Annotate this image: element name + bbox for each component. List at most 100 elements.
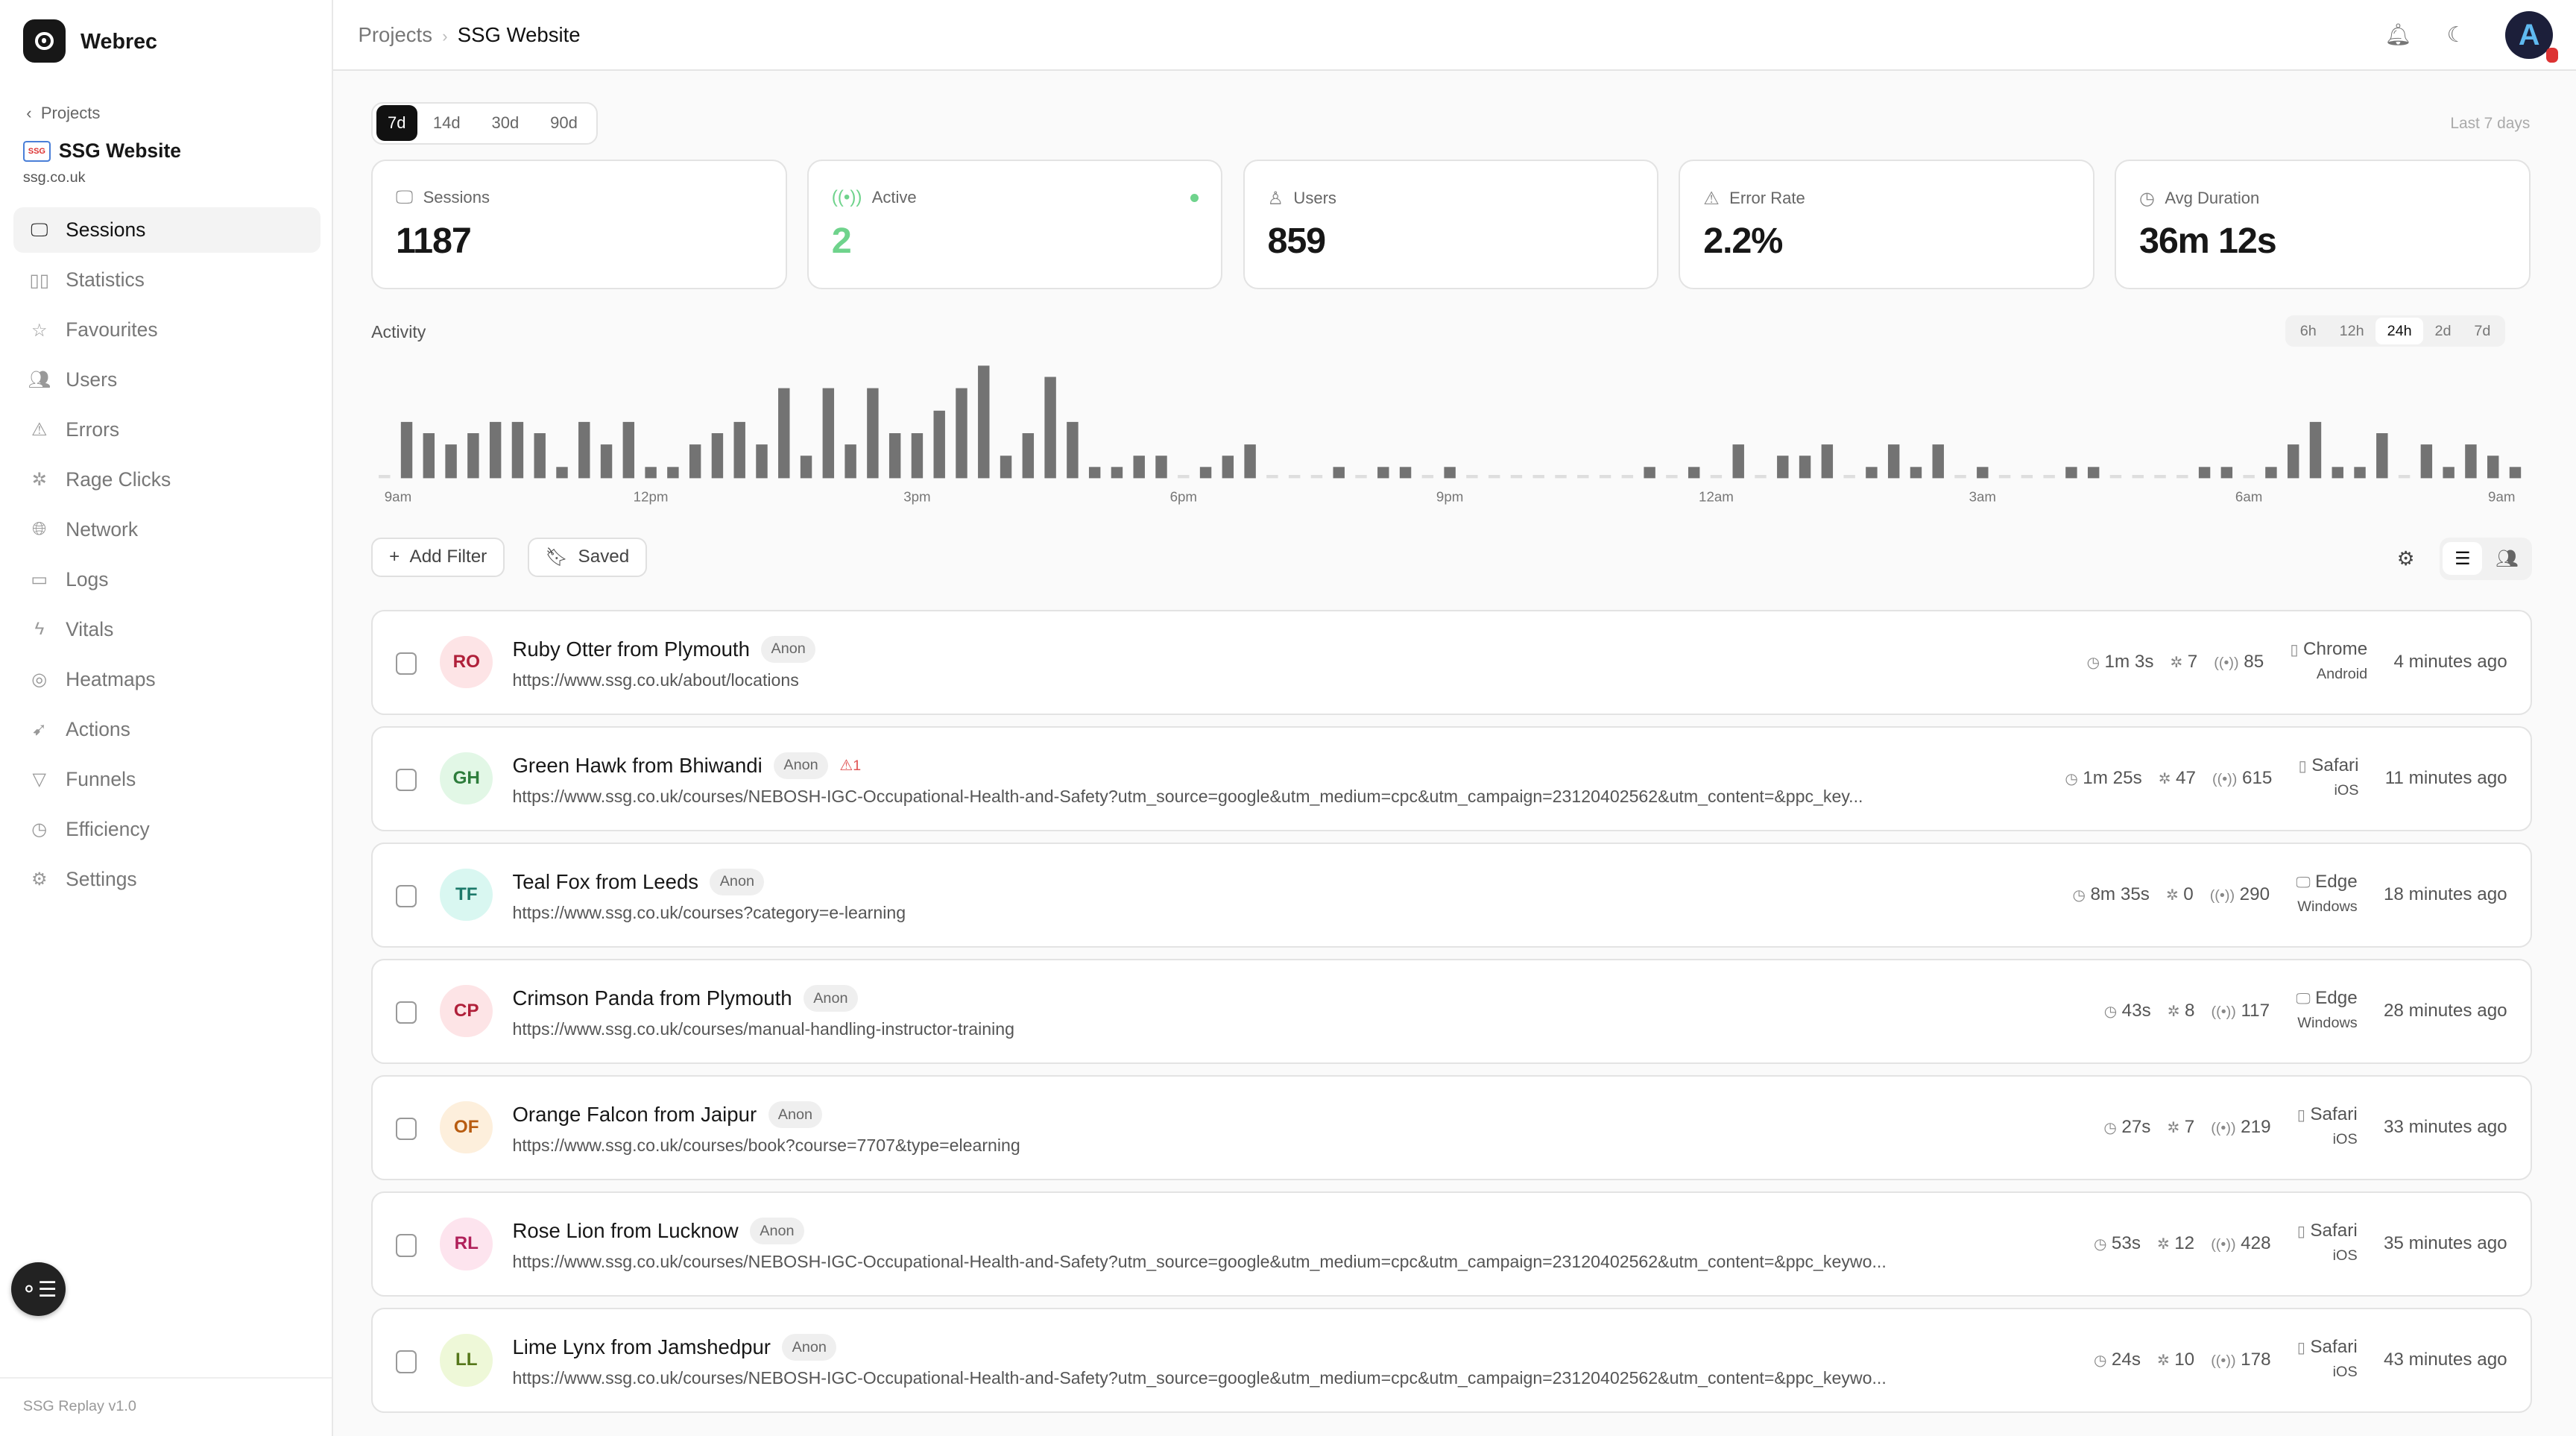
activity-bar[interactable] <box>1088 467 1101 479</box>
activity-bar[interactable] <box>1199 467 1212 479</box>
activity-bar[interactable] <box>2021 474 2033 479</box>
activity-bar[interactable] <box>1488 474 1500 479</box>
add-filter-button[interactable]: + Add Filter <box>371 537 505 577</box>
activity-bar[interactable] <box>1555 474 1567 479</box>
activity-bar[interactable] <box>2220 467 2233 479</box>
activity-bar[interactable] <box>578 421 590 479</box>
session-row[interactable]: RL Rose Lion from Lucknow Anon https://ww… <box>371 1191 2532 1297</box>
activity-bar[interactable] <box>800 456 812 479</box>
select-checkbox[interactable] <box>395 768 417 792</box>
activity-bar[interactable] <box>1067 421 1079 479</box>
quick-actions-button[interactable]: ⚬☰ <box>11 1262 66 1317</box>
activity-bar[interactable] <box>933 410 945 479</box>
list-view-icon[interactable]: ☰ <box>2443 542 2483 576</box>
session-row[interactable]: RO Ruby Otter from Plymouth Anon https://… <box>371 609 2532 715</box>
activity-bar[interactable] <box>1954 474 1966 479</box>
activity-bar[interactable] <box>1755 474 1767 479</box>
activity-bar[interactable] <box>1666 474 1678 479</box>
activity-bar[interactable] <box>1866 467 1878 479</box>
activity-bar[interactable] <box>2509 467 2522 479</box>
activity-bar[interactable] <box>1222 456 1234 479</box>
activity-bar[interactable] <box>1022 433 1035 479</box>
session-row[interactable]: CP Crimson Panda from Plymouth Anon https… <box>371 958 2532 1064</box>
activity-bar[interactable] <box>1444 467 1456 479</box>
session-user-name[interactable]: Orange Falcon from Jaipur <box>512 1103 757 1127</box>
activity-bar[interactable] <box>1799 456 1811 479</box>
activity-bar[interactable] <box>1644 467 1655 479</box>
session-user-name[interactable]: Crimson Panda from Plymouth <box>512 986 792 1010</box>
range-option-7d[interactable]: 7d <box>376 105 417 142</box>
activity-bar[interactable] <box>556 467 568 479</box>
activity-bar[interactable] <box>2065 467 2077 479</box>
activity-bar[interactable] <box>1710 474 1723 479</box>
activity-bar[interactable] <box>822 388 835 479</box>
sidebar-item-actions[interactable]: ➹ Actions <box>13 707 321 753</box>
activity-bar[interactable] <box>1155 456 1167 479</box>
session-user-name[interactable]: Lime Lynx from Jamshedpur <box>512 1335 771 1359</box>
activity-bar[interactable] <box>1821 444 1834 479</box>
activity-bar[interactable] <box>1510 474 1523 479</box>
select-checkbox[interactable] <box>395 1118 417 1141</box>
session-user-name[interactable]: Green Hawk from Bhiwandi <box>512 753 763 777</box>
activity-bar[interactable] <box>1000 456 1012 479</box>
activity-bar[interactable] <box>2265 467 2277 479</box>
sidebar-item-logs[interactable]: ▭ Logs <box>13 557 321 603</box>
granularity-option-2d[interactable]: 2d <box>2434 322 2452 339</box>
activity-bar[interactable] <box>956 388 967 479</box>
grouped-view-icon[interactable]: 👥︎ <box>2496 548 2519 569</box>
activity-bar[interactable] <box>2309 421 2322 479</box>
activity-bar[interactable] <box>1044 377 1056 479</box>
activity-bar[interactable] <box>445 444 457 479</box>
activity-bar[interactable] <box>645 467 657 479</box>
activity-bar[interactable] <box>1599 474 1611 479</box>
activity-bar[interactable] <box>689 444 701 479</box>
sidebar-item-network[interactable]: 🌐︎ Network <box>13 507 321 553</box>
activity-bar[interactable] <box>379 474 391 479</box>
select-checkbox[interactable] <box>395 1350 417 1373</box>
activity-bar[interactable] <box>1377 467 1389 479</box>
session-user-name[interactable]: Teal Fox from Leeds <box>512 869 699 893</box>
activity-bar[interactable] <box>2132 474 2144 479</box>
granularity-option-7d[interactable]: 7d <box>2474 322 2491 339</box>
activity-bar[interactable] <box>1843 474 1855 479</box>
activity-bar[interactable] <box>711 433 724 479</box>
session-user-name[interactable]: Rose Lion from Lucknow <box>512 1219 739 1243</box>
sidebar-item-errors[interactable]: ⚠ Errors <box>13 407 321 453</box>
select-checkbox[interactable] <box>395 1001 417 1024</box>
granularity-option-12h[interactable]: 12h <box>2339 322 2364 339</box>
activity-bar[interactable] <box>2376 433 2388 479</box>
saved-filters-button[interactable]: 🔖︎ Saved <box>527 537 648 577</box>
activity-bar[interactable] <box>534 433 546 479</box>
sidebar-item-vitals[interactable]: ϟ Vitals <box>13 607 321 653</box>
range-option-90d[interactable]: 90d <box>550 113 578 133</box>
select-checkbox[interactable] <box>395 652 417 676</box>
activity-bar[interactable] <box>2443 467 2455 479</box>
activity-bar[interactable] <box>2176 474 2188 479</box>
range-option-30d[interactable]: 30d <box>491 113 520 133</box>
activity-bar[interactable] <box>1355 474 1367 479</box>
sidebar-item-rage-clicks[interactable]: ✲ Rage Clicks <box>13 457 321 503</box>
activity-bar[interactable] <box>2087 467 2100 479</box>
activity-bar[interactable] <box>911 433 924 479</box>
activity-bar[interactable] <box>400 421 413 479</box>
select-checkbox[interactable] <box>395 1234 417 1257</box>
granularity-option-24h[interactable]: 24h <box>2375 318 2424 345</box>
settings-gear-icon[interactable]: ⚙ <box>2396 547 2415 570</box>
sidebar-item-heatmaps[interactable]: ◎ Heatmaps <box>13 657 321 703</box>
activity-bar[interactable] <box>2287 444 2299 479</box>
activity-bar[interactable] <box>1621 474 1634 479</box>
activity-bar[interactable] <box>1421 474 1434 479</box>
activity-bar[interactable] <box>2043 474 2055 479</box>
activity-bar[interactable] <box>2109 474 2122 479</box>
session-row[interactable]: TF Teal Fox from Leeds Anon https://www.s… <box>371 842 2532 948</box>
activity-bar[interactable] <box>756 444 768 479</box>
activity-bar[interactable] <box>867 388 879 479</box>
activity-bar[interactable] <box>600 444 613 479</box>
sidebar-item-statistics[interactable]: ▯▯ Statistics <box>13 257 321 303</box>
sidebar-item-funnels[interactable]: ▽ Funnels <box>13 757 321 803</box>
activity-bar[interactable] <box>489 421 502 479</box>
activity-bar[interactable] <box>733 421 745 479</box>
activity-bar[interactable] <box>1288 474 1301 479</box>
activity-bar[interactable] <box>2243 474 2255 479</box>
back-to-projects-link[interactable]: ‹ Projects <box>26 104 100 123</box>
